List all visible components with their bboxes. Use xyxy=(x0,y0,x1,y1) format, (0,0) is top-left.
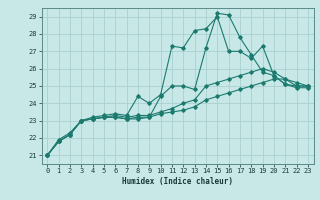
X-axis label: Humidex (Indice chaleur): Humidex (Indice chaleur) xyxy=(122,177,233,186)
